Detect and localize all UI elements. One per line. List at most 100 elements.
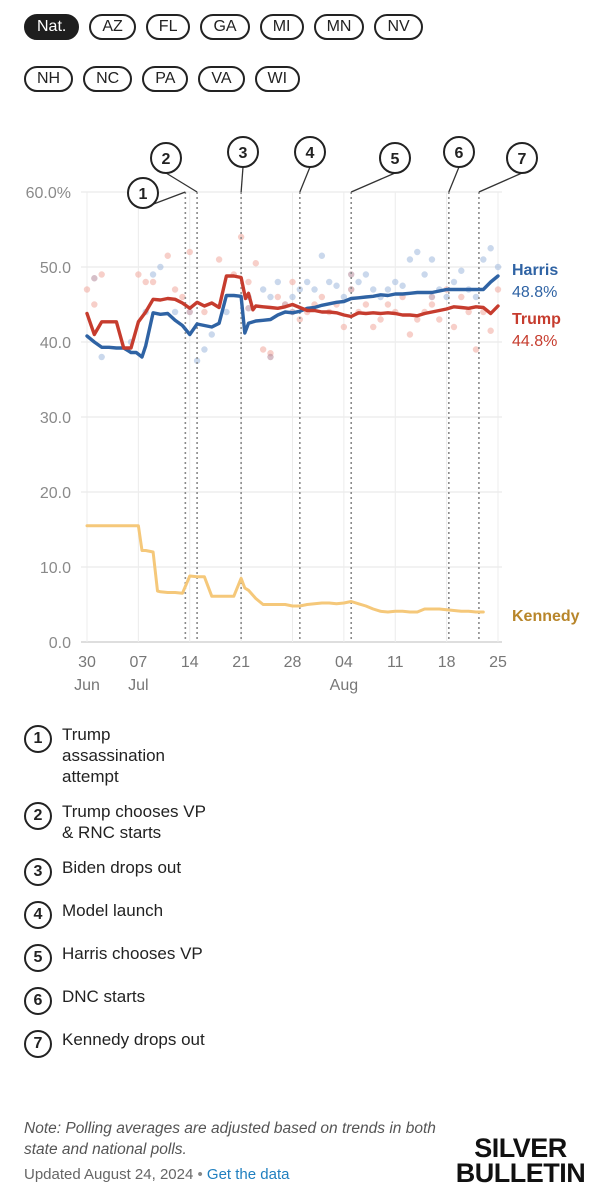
poll-dot-trump xyxy=(245,278,252,286)
filter-pill-nv[interactable]: NV xyxy=(374,14,423,40)
poll-dot-trump xyxy=(428,301,436,308)
updated-date: Updated August 24, 2024 xyxy=(24,1166,194,1183)
event-number-badge: 3 xyxy=(24,858,52,886)
series-name-label: Harris xyxy=(512,262,558,279)
poll-dot-mixed xyxy=(91,275,98,282)
series-line-trump xyxy=(85,274,500,350)
poll-dot-trump xyxy=(215,256,223,263)
poll-dot-trump xyxy=(171,286,179,293)
filter-pill-nat[interactable]: Nat. xyxy=(24,14,80,40)
poll-dot-trump xyxy=(340,323,348,331)
x-tick-label: 30 xyxy=(78,654,96,671)
poll-dot-trump xyxy=(406,331,414,338)
event-legend-item: 2 Trump chooses VP & RNC starts xyxy=(24,801,324,843)
poll-dot-trump xyxy=(135,271,142,278)
event-description: Biden drops out xyxy=(62,858,182,877)
poll-dot-trump xyxy=(362,301,370,308)
filter-pill-mn[interactable]: MN xyxy=(313,14,365,40)
poll-dot-trump xyxy=(91,301,98,308)
poll-dot-trump xyxy=(296,316,304,323)
brand-line-1: SILVER xyxy=(474,1133,567,1163)
poll-dot-trump xyxy=(494,286,502,293)
x-tick-month: Jul xyxy=(128,677,148,694)
poll-dot-harris xyxy=(406,256,414,263)
event-number-badge: 1 xyxy=(24,725,52,753)
filter-pill-wi[interactable]: WI xyxy=(254,66,301,92)
state-filter-row-1: Nat. AZ FL GA MI MN NV xyxy=(24,14,594,40)
poll-dot-harris xyxy=(289,293,296,301)
poll-dot-trump xyxy=(142,278,149,286)
get-data-link[interactable]: Get the data xyxy=(206,1166,290,1183)
poll-dot-harris xyxy=(98,353,105,361)
filter-pill-pa[interactable]: PA xyxy=(142,66,189,92)
event-number-badge: 7 xyxy=(24,1030,52,1058)
event-number-badge: 4 xyxy=(24,901,52,929)
filter-pill-nc[interactable]: NC xyxy=(83,66,133,92)
poll-dot-harris xyxy=(487,245,494,252)
poll-dot-harris xyxy=(421,271,428,278)
updated-line: Updated August 24, 2024 • Get the data xyxy=(24,1166,289,1183)
series-name-label: Trump xyxy=(512,311,561,328)
poll-dot-mixed xyxy=(186,308,193,316)
series-line-harris xyxy=(85,274,500,359)
poll-dot-trump xyxy=(274,293,282,301)
poll-dot-trump xyxy=(465,308,472,316)
poll-dot-trump xyxy=(149,278,157,286)
y-tick-label: 20.0 xyxy=(40,485,71,502)
x-tick-label: 21 xyxy=(232,654,250,671)
poll-dot-trump xyxy=(348,286,355,293)
poll-dot-harris xyxy=(399,282,406,289)
event-leader xyxy=(350,172,396,193)
poll-dot-trump xyxy=(414,316,421,323)
poll-dot-trump xyxy=(487,327,494,334)
event-leader xyxy=(448,166,460,193)
event-legend-item: 4 Model launch xyxy=(24,900,324,929)
x-tick-month: Aug xyxy=(330,677,358,694)
poll-dot-trump xyxy=(472,346,480,353)
event-marker-circle xyxy=(443,136,475,168)
filter-pill-ga[interactable]: GA xyxy=(200,14,250,40)
poll-dot-harris xyxy=(267,293,274,301)
event-marker-number: 2 xyxy=(162,151,171,168)
poll-dot-harris xyxy=(355,278,362,286)
event-description: Kennedy drops out xyxy=(62,1030,205,1049)
event-marker-circle xyxy=(379,142,411,174)
x-tick-month: Jun xyxy=(74,677,100,694)
filter-pill-va[interactable]: VA xyxy=(198,66,245,92)
event-marker-circle xyxy=(150,142,182,174)
event-legend-item: 3 Biden drops out xyxy=(24,857,324,886)
poll-dot-trump xyxy=(370,323,377,331)
event-leader xyxy=(478,172,523,193)
poll-dot-harris xyxy=(223,308,230,316)
filter-pill-fl[interactable]: FL xyxy=(145,14,191,40)
x-tick-label: 04 xyxy=(335,654,353,671)
poll-dot-trump xyxy=(201,308,208,316)
event-legend-item: 1 Trump assassination attempt xyxy=(24,724,324,787)
poll-dot-trump xyxy=(186,248,193,256)
polling-average-chart: 0.010.020.030.040.050.060.0%30Jun07Jul14… xyxy=(26,136,580,694)
event-leader xyxy=(299,166,311,193)
methodology-note: Note: Polling averages are adjusted base… xyxy=(24,1120,436,1158)
x-tick-label: 11 xyxy=(387,654,404,671)
poll-dot-harris xyxy=(340,293,348,301)
filter-pill-mi[interactable]: MI xyxy=(259,14,304,40)
series-line-kennedy xyxy=(85,524,485,614)
filter-pill-nh[interactable]: NH xyxy=(24,66,74,92)
event-marker-circle xyxy=(127,177,159,209)
poll-dot-harris xyxy=(171,308,179,316)
x-tick-label: 25 xyxy=(489,654,507,671)
poll-dot-harris xyxy=(193,357,201,364)
poll-dot-harris xyxy=(480,256,487,263)
poll-dot-harris xyxy=(333,282,340,289)
separator-dot: • xyxy=(197,1166,203,1183)
event-leader xyxy=(240,166,244,193)
poll-dot-trump xyxy=(259,346,267,353)
event-number-badge: 5 xyxy=(24,944,52,972)
poll-dot-trump xyxy=(252,260,260,267)
event-marker-number: 6 xyxy=(455,145,464,162)
poll-dot-mixed xyxy=(428,293,436,301)
event-description: Model launch xyxy=(62,901,164,920)
series-value-label: 48.8% xyxy=(512,284,557,301)
poll-dot-harris xyxy=(362,271,370,278)
filter-pill-az[interactable]: AZ xyxy=(89,14,136,40)
